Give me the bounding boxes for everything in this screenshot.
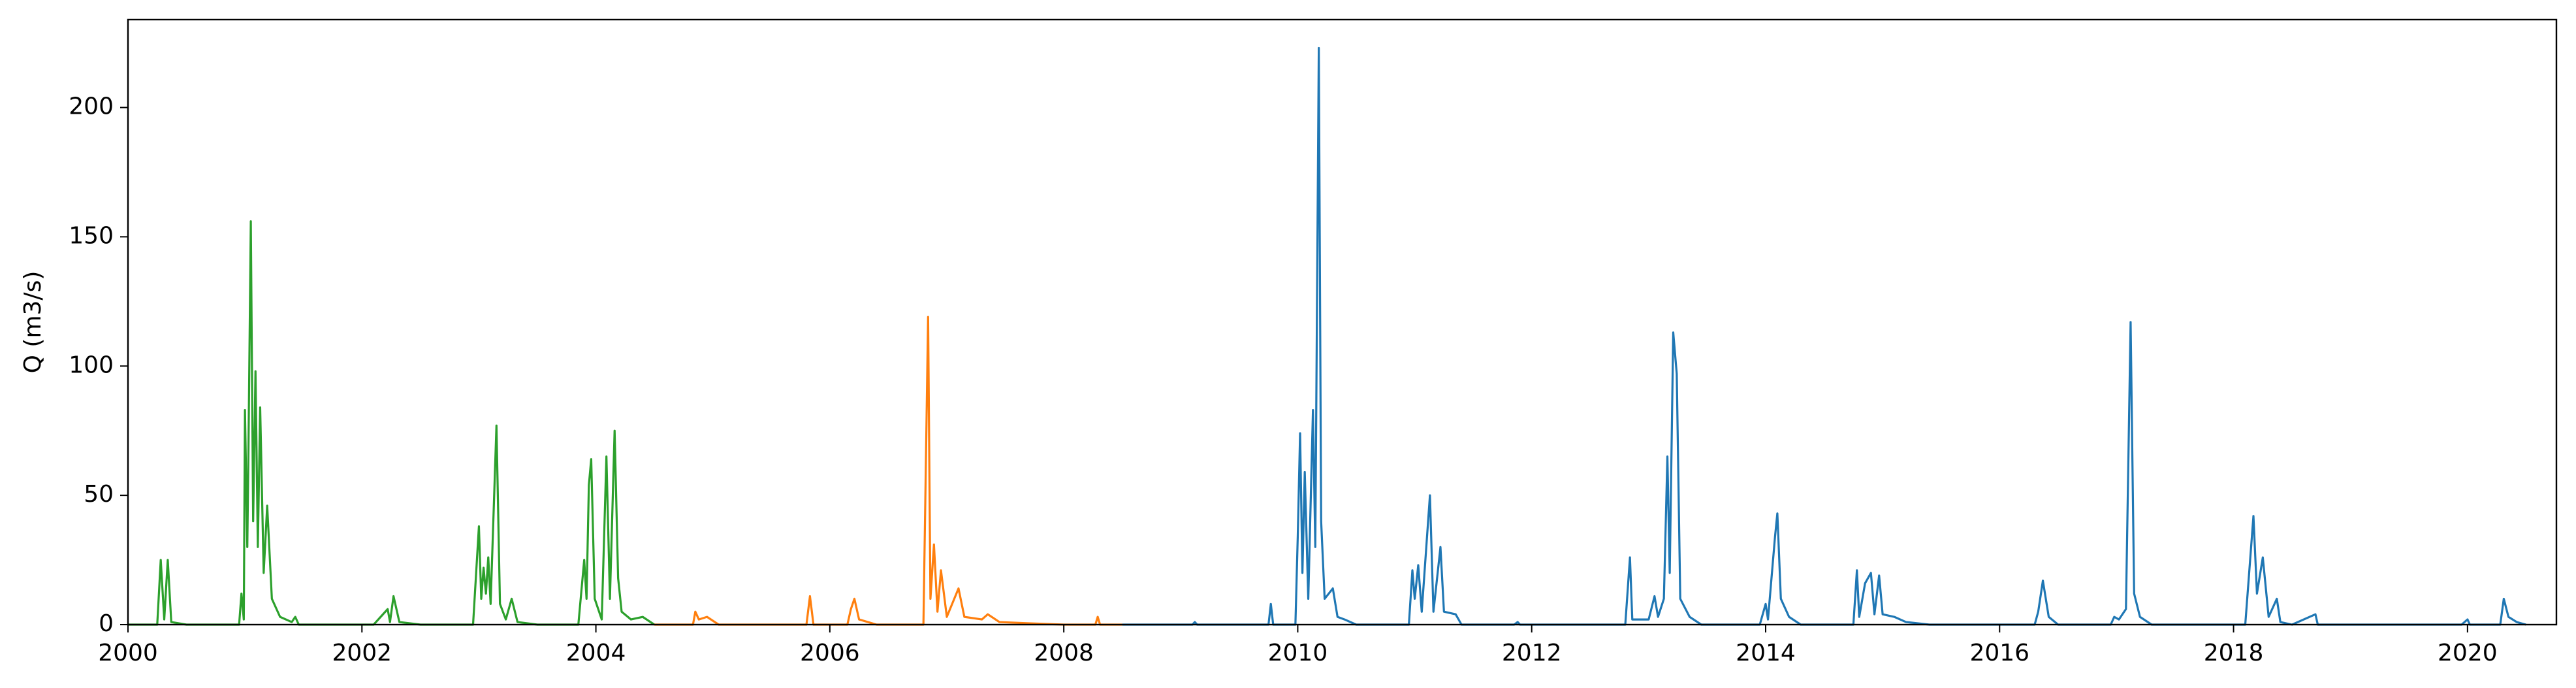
x-tick-label: 2000 xyxy=(98,640,158,666)
x-tick-label: 2014 xyxy=(1736,640,1796,666)
x-tick-label: 2018 xyxy=(2204,640,2264,666)
series-line xyxy=(128,220,656,626)
x-tick-label: 2016 xyxy=(1969,640,2029,666)
x-tick-label: 2006 xyxy=(800,640,860,666)
y-tick-label: 50 xyxy=(84,481,114,508)
series-line xyxy=(1122,46,2526,626)
x-tick-label: 2020 xyxy=(2438,640,2498,666)
y-tick-label: 0 xyxy=(99,610,114,637)
y-axis-label: Q (m3/s) xyxy=(20,271,46,374)
series-line xyxy=(654,316,1122,626)
y-tick-label: 100 xyxy=(69,352,114,378)
x-tick-label: 2002 xyxy=(332,640,392,666)
plot-frame xyxy=(127,18,2558,626)
x-tick-label: 2004 xyxy=(566,640,626,666)
x-tick-label: 2012 xyxy=(1502,640,1562,666)
y-tick-label: 150 xyxy=(69,222,114,249)
x-tick-label: 2010 xyxy=(1268,640,1328,666)
x-tick-label: 2008 xyxy=(1034,640,1094,666)
y-tick-label: 200 xyxy=(69,93,114,120)
